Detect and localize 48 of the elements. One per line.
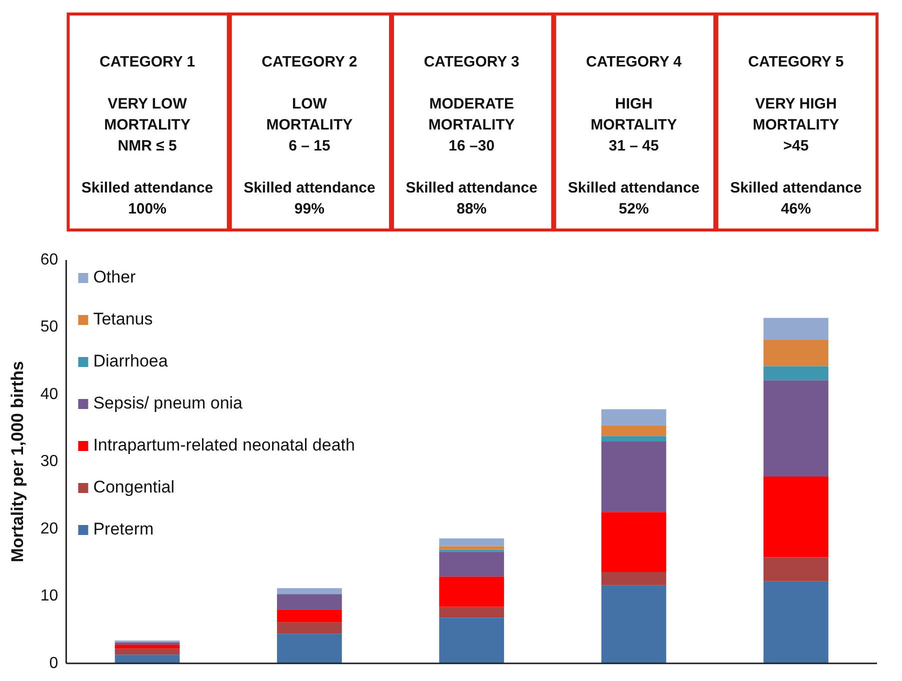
bar xyxy=(601,442,666,512)
bar xyxy=(439,546,504,550)
bar xyxy=(601,425,666,436)
bar xyxy=(277,594,342,610)
bar xyxy=(764,366,828,380)
category-label: CATEGORY 4 HIGH MORTALITY 31 – 45 Skilled attendance 52% xyxy=(568,54,700,218)
bar xyxy=(439,606,504,618)
y-tick-label: 30 xyxy=(40,453,58,470)
bar xyxy=(601,512,666,572)
y-tick-label: 10 xyxy=(40,588,58,605)
y-tick-label: 0 xyxy=(49,654,58,672)
bar xyxy=(764,318,828,340)
bar xyxy=(601,572,666,586)
bar xyxy=(764,340,828,366)
legend-label: Congential xyxy=(93,478,174,497)
bar xyxy=(601,585,666,664)
bar xyxy=(277,622,342,634)
bar xyxy=(439,552,504,577)
bar xyxy=(114,648,180,655)
category-label: CATEGORY 5 VERY HIGH MORTALITY >45 Skilled attendance 46% xyxy=(730,54,862,218)
y-tick-label: 40 xyxy=(40,386,58,403)
category-label: CATEGORY 2 LOW MORTALITY 6 – 15 Skilled attendance 99% xyxy=(244,54,376,218)
bar xyxy=(439,618,504,664)
bar xyxy=(439,538,504,546)
bar xyxy=(277,634,342,664)
bar xyxy=(764,581,828,664)
legend-label: Other xyxy=(93,268,136,287)
bar xyxy=(277,610,342,622)
bar xyxy=(114,654,180,664)
y-tick-label: 20 xyxy=(40,520,58,538)
bar xyxy=(764,476,828,558)
y-axis-title: Mortality per 1,000 births xyxy=(8,361,27,562)
category-label: CATEGORY 3 MODERATE MORTALITY 16 –30 Skilled attendance 88% xyxy=(406,54,538,218)
legend-label: Tetanus xyxy=(93,310,153,329)
bar xyxy=(601,409,666,426)
bar xyxy=(114,644,180,649)
y-tick-label: 50 xyxy=(40,318,58,336)
bar xyxy=(764,380,828,476)
legend-label: Sepsis/ pneum onia xyxy=(93,394,244,413)
legend-label: Diarrhoea xyxy=(93,352,168,371)
category-label: CATEGORY 1 VERY LOW MORTALITY NMR ≤ 5 Skilled attendance 100% xyxy=(81,54,214,218)
bar xyxy=(277,588,342,594)
legend-label: Preterm xyxy=(93,520,154,539)
bar xyxy=(764,557,828,582)
y-tick-label: 60 xyxy=(40,251,58,268)
bar xyxy=(439,576,504,607)
legend-label: Intrapartum-related neonatal death xyxy=(93,436,355,455)
bar xyxy=(601,436,666,442)
